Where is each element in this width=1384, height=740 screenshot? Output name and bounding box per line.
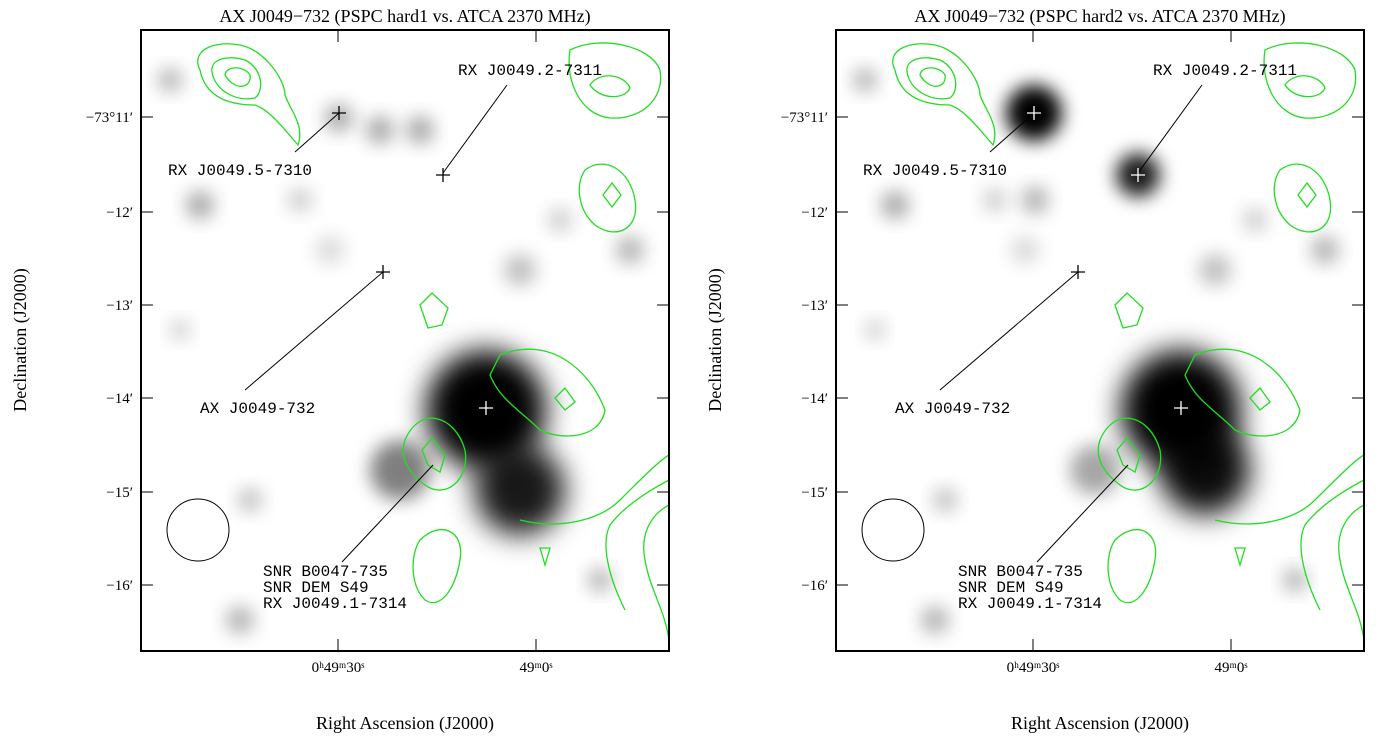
y-tick-label: −73°11′ <box>86 110 133 126</box>
xray-emission <box>1283 568 1307 592</box>
x-axis-label: Right Ascension (J2000) <box>1011 713 1189 734</box>
xray-emission <box>865 320 885 340</box>
xray-emission <box>1070 445 1120 495</box>
xray-emission <box>616 236 644 264</box>
figure: AX J0049−732 (PSPC hard1 vs. ATCA 2370 M… <box>0 0 1384 740</box>
y-axis-label: Declination (J2000) <box>10 268 31 411</box>
xray-emission <box>548 208 572 232</box>
y-tick-label: −14′ <box>801 391 828 407</box>
y-tick-label: −15′ <box>801 485 828 501</box>
source-label: RX J0049.1-7314 <box>958 595 1102 613</box>
y-tick-label: −12′ <box>106 205 133 221</box>
y-axis-label: Declination (J2000) <box>705 268 726 411</box>
xray-emission <box>475 445 565 535</box>
xray-emission <box>316 236 344 264</box>
y-tick-label: −12′ <box>801 205 828 221</box>
source-label: RX J0049.1-7314 <box>263 595 407 613</box>
xray-emission <box>1021 186 1049 214</box>
source-label: AX J0049-732 <box>200 400 315 418</box>
y-tick-label: −14′ <box>106 391 133 407</box>
y-tick-label: −16′ <box>106 578 133 594</box>
xray-emission <box>504 254 536 286</box>
xray-emission <box>1311 236 1339 264</box>
xray-emission <box>1199 254 1231 286</box>
xray-emission <box>370 440 430 500</box>
xray-emission <box>238 488 262 512</box>
xray-emission <box>186 191 214 219</box>
image-bg <box>141 30 669 651</box>
xray-emission <box>226 606 254 634</box>
panel: AX J0049−732 (PSPC hard2 vs. ATCA 2370 M… <box>705 6 1364 734</box>
source-label: AX J0049-732 <box>895 400 1010 418</box>
xray-emission <box>588 568 612 592</box>
image <box>836 30 1364 651</box>
xray-emission <box>921 606 949 634</box>
panel-title: AX J0049−732 (PSPC hard2 vs. ATCA 2370 M… <box>914 6 1285 27</box>
source-label: RX J0049.2-7311 <box>1153 62 1297 80</box>
y-tick-label: −73°11′ <box>781 110 828 126</box>
y-tick-label: −16′ <box>801 578 828 594</box>
xray-emission <box>853 68 877 92</box>
y-tick-label: −13′ <box>801 298 828 314</box>
xray-emission <box>1160 425 1250 515</box>
xray-emission <box>983 188 1007 212</box>
y-tick-label: −13′ <box>106 298 133 314</box>
y-tick-label: −15′ <box>106 485 133 501</box>
source-label: RX J0049.2-7311 <box>458 62 602 80</box>
x-tick-label: 49ᵐ0ˢ <box>519 660 552 676</box>
xray-emission <box>288 188 312 212</box>
xray-emission <box>170 320 190 340</box>
x-axis-label: Right Ascension (J2000) <box>316 713 494 734</box>
x-tick-label: 0ʰ49ᵐ30ˢ <box>1007 660 1060 676</box>
image <box>141 30 669 651</box>
source-label: RX J0049.5-7310 <box>168 162 312 180</box>
xray-emission <box>366 116 394 144</box>
x-tick-label: 49ᵐ0ˢ <box>1214 660 1247 676</box>
xray-emission <box>1011 236 1039 264</box>
x-tick-label: 0ʰ49ᵐ30ˢ <box>312 660 365 676</box>
panel-title: AX J0049−732 (PSPC hard1 vs. ATCA 2370 M… <box>219 6 590 27</box>
image-bg <box>836 30 1364 651</box>
xray-emission <box>881 191 909 219</box>
xray-emission <box>158 68 182 92</box>
xray-emission <box>406 116 434 144</box>
xray-emission <box>1243 208 1267 232</box>
source-label: RX J0049.5-7310 <box>863 162 1007 180</box>
panel: AX J0049−732 (PSPC hard1 vs. ATCA 2370 M… <box>10 6 669 734</box>
xray-emission <box>933 488 957 512</box>
